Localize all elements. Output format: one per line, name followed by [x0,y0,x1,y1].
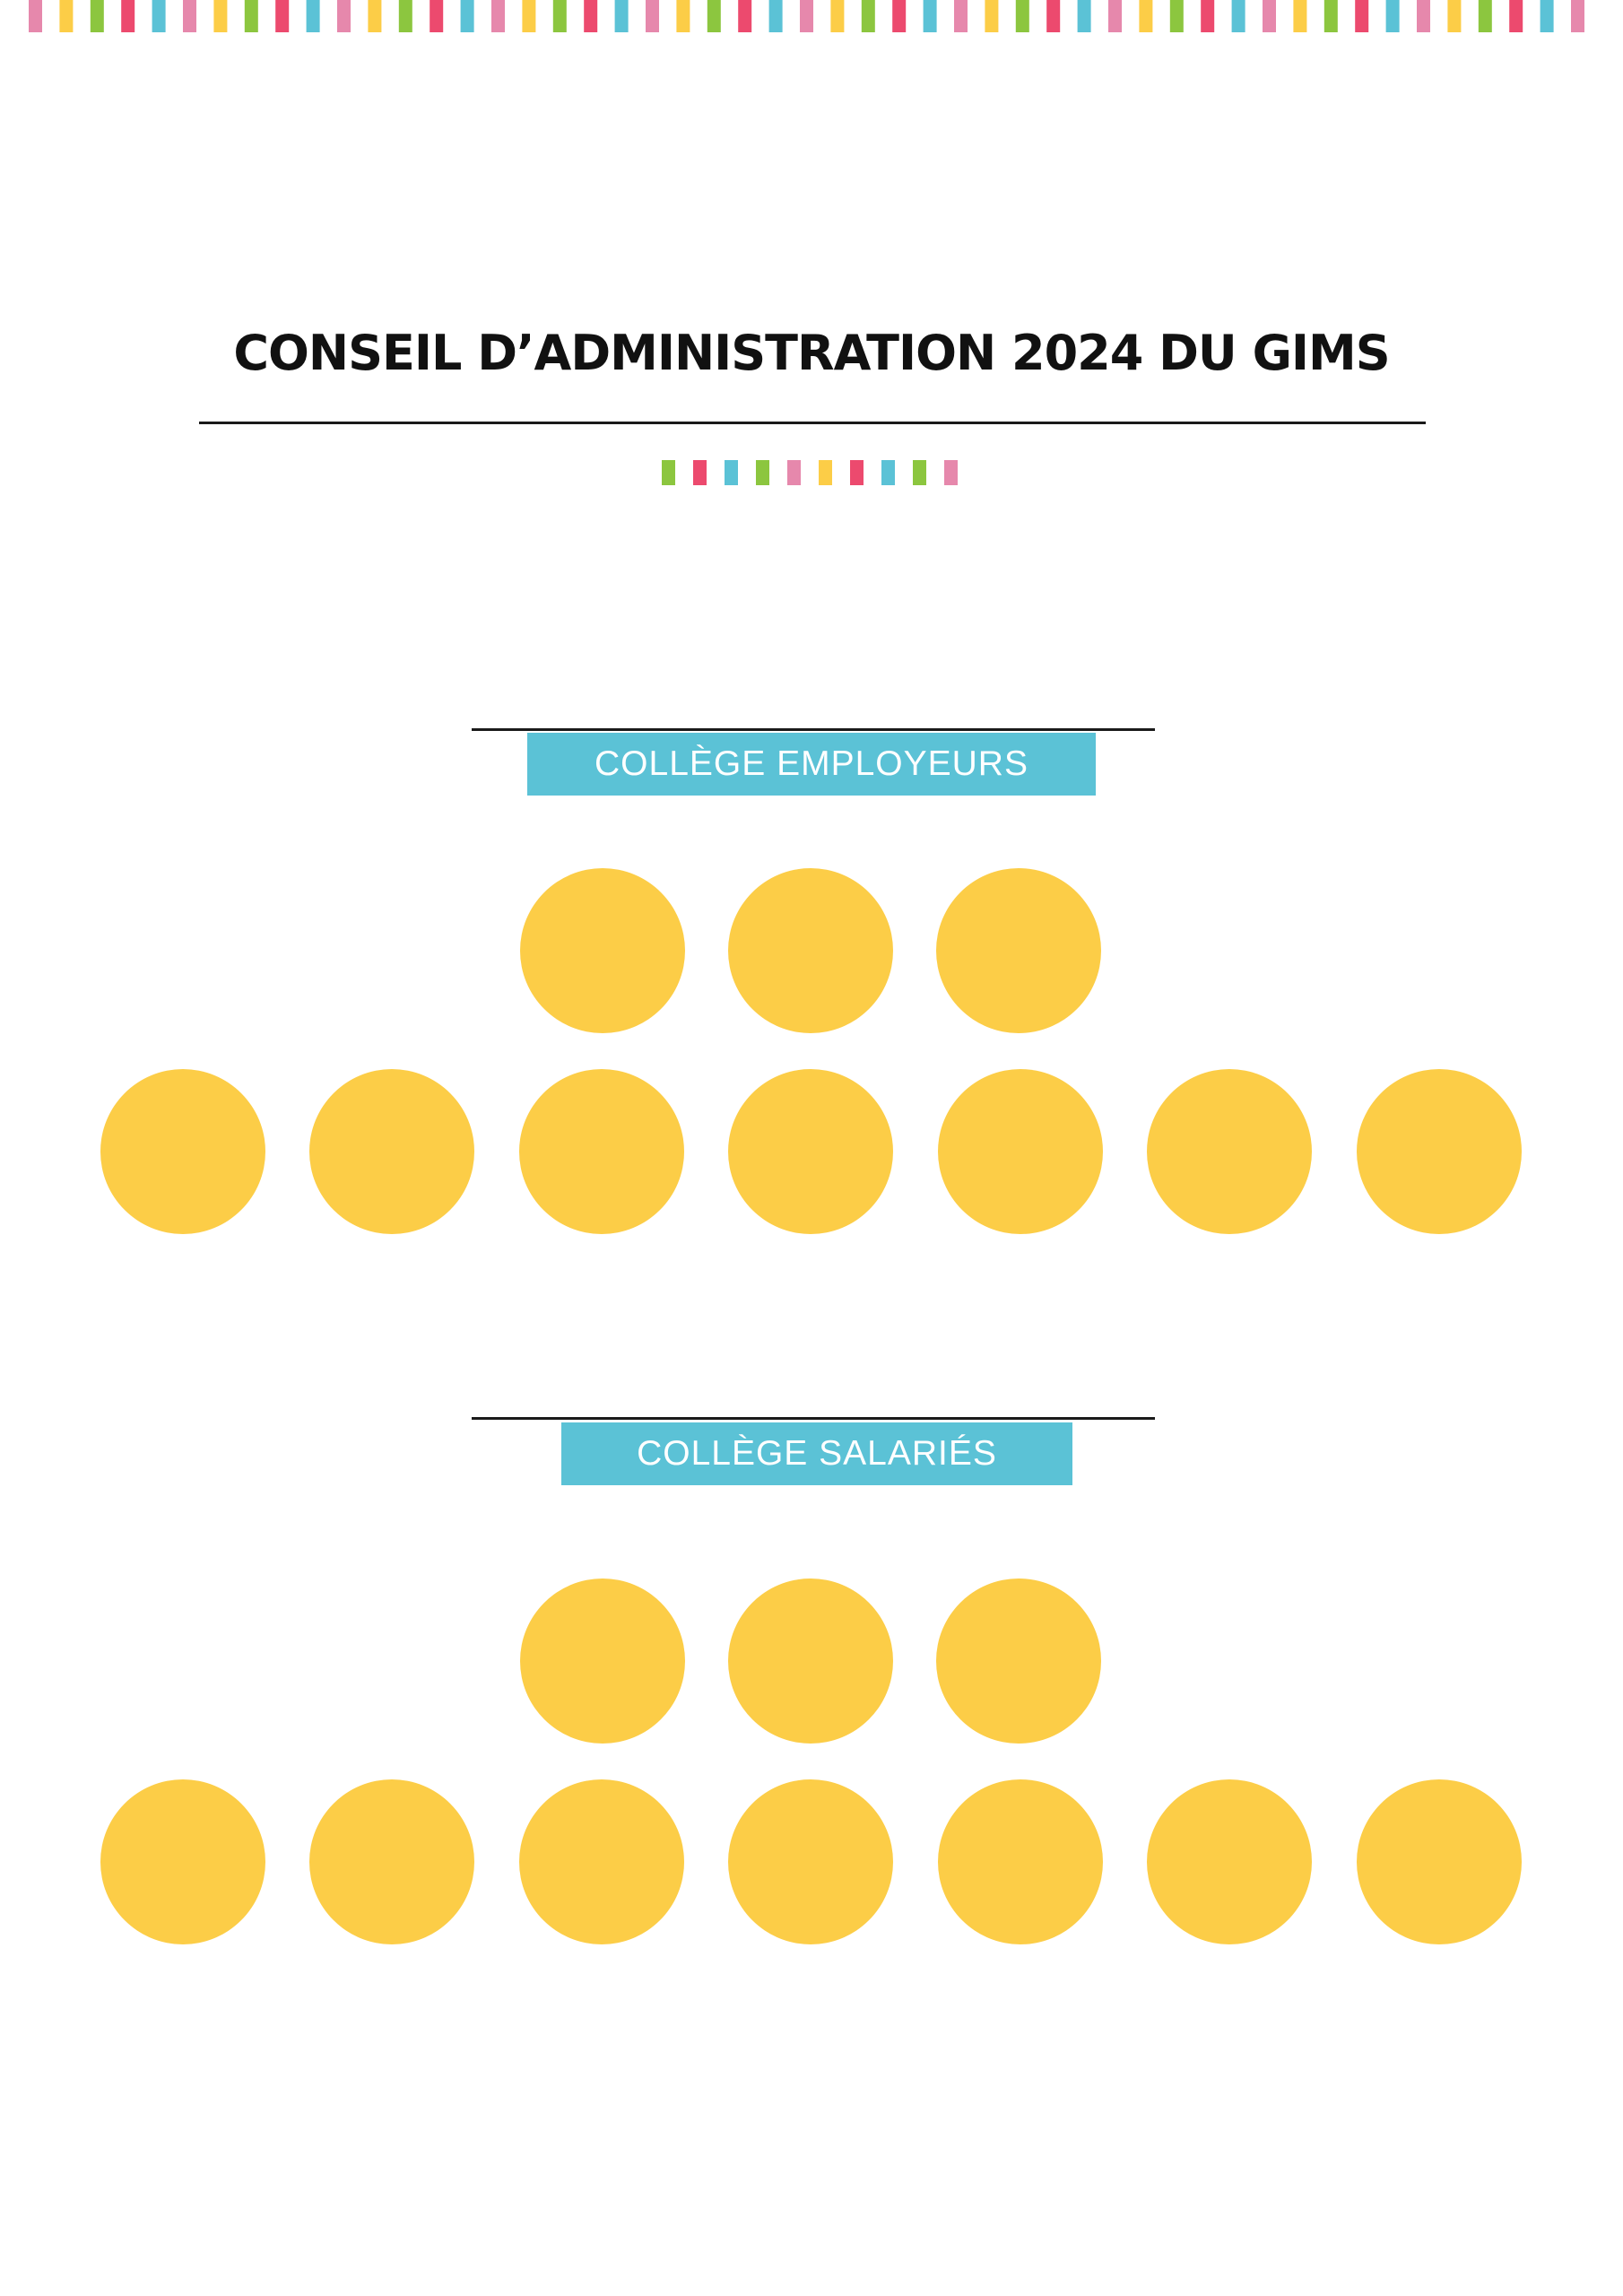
stripe [1293,0,1307,32]
page-title: CONSEIL D’ADMINISTRATION 2024 DU GIMS [233,325,1390,381]
stripe [1201,0,1215,32]
stripe [29,0,42,32]
seat-circle [518,1779,684,1944]
seat-circle [100,1069,265,1234]
stripe [1385,0,1400,32]
stripe [1108,0,1122,32]
stripe [800,0,813,32]
seat-circle [728,1069,893,1234]
stripe [522,0,536,32]
stripe [275,0,290,32]
college-salaries-label: COLLÈGE SALARIÉS [561,1422,1072,1485]
stripe [1231,0,1245,32]
mini-stripe [693,460,707,485]
stripe [768,0,783,32]
stripe [368,0,382,32]
decorative-stripe-border [29,0,1584,32]
mini-stripe [662,460,675,485]
stripe [183,0,196,32]
stripe [1417,0,1430,32]
mini-stripe [725,460,738,485]
mini-stripe [913,460,926,485]
title-divider [199,422,1426,424]
stripe [892,0,907,32]
stripe [584,0,598,32]
seat-circle [1147,1779,1312,1944]
stripe [676,0,690,32]
stripe [861,0,875,32]
stripe [552,0,567,32]
stripe [707,0,721,32]
stripe [121,0,135,32]
stripe [1015,0,1029,32]
stripe [1447,0,1462,32]
seat-circle [936,1578,1101,1744]
stripe [1509,0,1523,32]
mini-stripe [756,460,769,485]
stripe [1077,0,1091,32]
stripe [430,0,444,32]
stripe [1263,0,1276,32]
stripe [398,0,412,32]
seat-circle [520,868,685,1033]
stripe [244,0,258,32]
stripe [614,0,629,32]
stripe [1139,0,1153,32]
stripe [1046,0,1061,32]
mini-stripe [881,460,895,485]
stripe [460,0,474,32]
stripe [1324,0,1338,32]
stripe [1478,0,1492,32]
mini-stripe [944,460,958,485]
stripe [985,0,999,32]
seat-circle [1356,1069,1522,1234]
college-employeurs-rule [472,728,1155,731]
stripe [152,0,166,32]
seat-circle [937,1779,1103,1944]
stripe [954,0,968,32]
stripe [337,0,351,32]
seat-circle [936,868,1101,1033]
seat-circle [309,1069,474,1234]
seat-circle [728,868,893,1033]
stripe [1540,0,1554,32]
stripe [646,0,659,32]
stripe [213,0,228,32]
college-employeurs-label: COLLÈGE EMPLOYEURS [527,733,1096,796]
seat-circle [309,1779,474,1944]
stripe [491,0,505,32]
mini-stripe [850,460,864,485]
stripe [1355,0,1369,32]
seat-circle [728,1578,893,1744]
stripe [90,0,104,32]
stripe [306,0,320,32]
decorative-mini-stripes [662,460,958,485]
stripe [830,0,845,32]
college-salaries-rule [472,1417,1155,1420]
seat-circle [100,1779,265,1944]
stripe [1169,0,1184,32]
seat-circle [937,1069,1103,1234]
seat-circle [518,1069,684,1234]
stripe [59,0,74,32]
stripe [738,0,752,32]
mini-stripe [819,460,832,485]
stripe [923,0,937,32]
seat-circle [728,1779,893,1944]
stripe [1571,0,1584,32]
seat-circle [1147,1069,1312,1234]
seat-circle [1356,1779,1522,1944]
seat-circle [520,1578,685,1744]
mini-stripe [787,460,801,485]
